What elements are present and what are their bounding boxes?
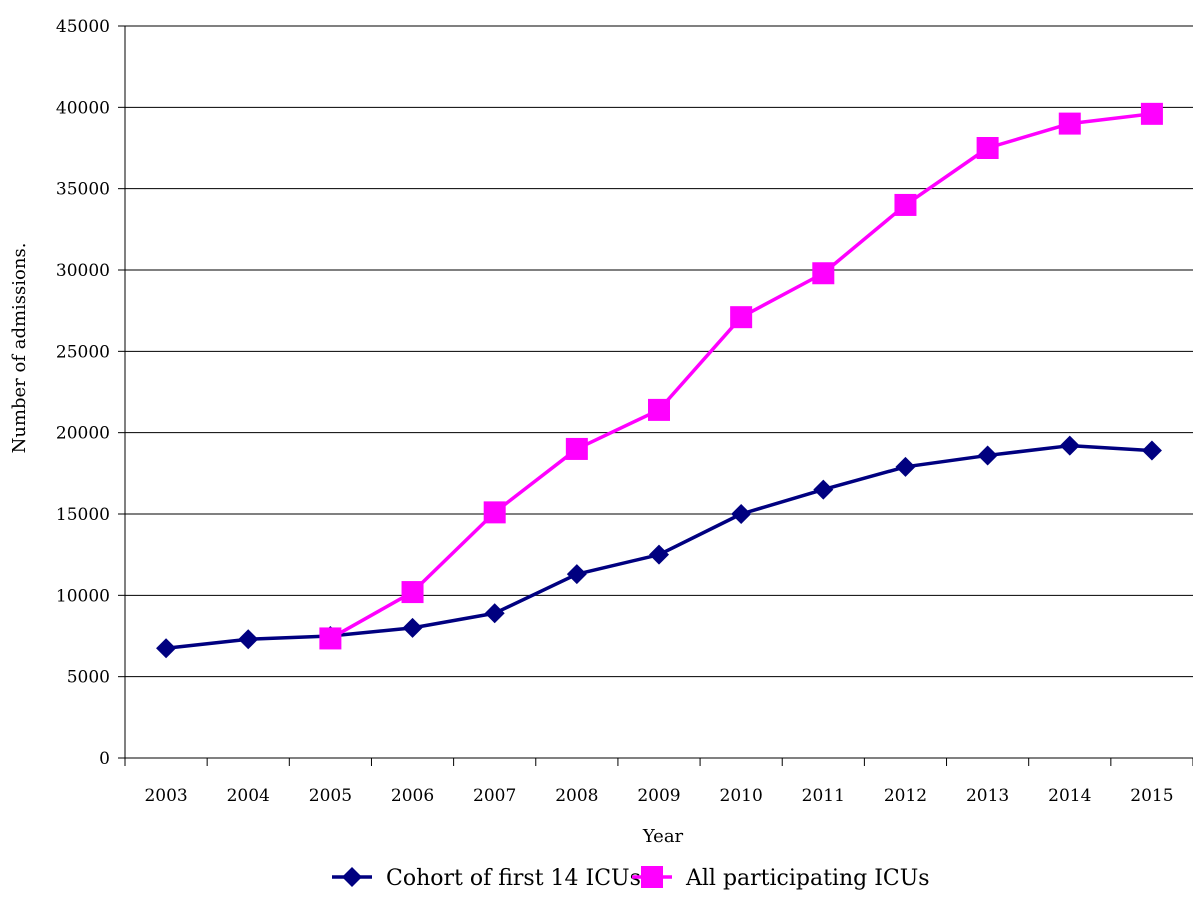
data-point [731, 504, 752, 524]
y-tick-label: 30000 [56, 261, 110, 281]
data-point [401, 581, 424, 604]
legend-label: Cohort of first 14 ICUs [386, 866, 641, 891]
x-tick-label: 2005 [309, 786, 352, 806]
grid-lines [125, 25, 1193, 678]
legend-marker [641, 866, 663, 888]
y-tick-label: 25000 [56, 342, 110, 362]
x-tick-label: 2010 [720, 786, 763, 806]
data-point [1141, 440, 1162, 461]
data-point [813, 479, 834, 500]
series-1 [156, 435, 1162, 659]
data-point [238, 629, 259, 650]
y-tick-label: 0 [99, 749, 110, 769]
data-point [730, 306, 753, 329]
data-point [895, 456, 916, 477]
y-tick-label: 5000 [67, 668, 110, 688]
data-point [566, 564, 587, 585]
data-point [484, 603, 505, 624]
data-point [1140, 102, 1163, 125]
x-tick-label: 2015 [1130, 786, 1173, 806]
x-tick-label: 2007 [473, 786, 516, 806]
legend-marker [342, 867, 362, 887]
data-point [402, 617, 423, 638]
legend-item: All participating ICUs [632, 866, 930, 891]
legend: Cohort of first 14 ICUs All participating… [332, 866, 930, 891]
y-tick-labels: 0 5000 10000 15000 20000 25000 30000 35000 40000… [56, 17, 110, 769]
x-tick-label: 2013 [966, 786, 1009, 806]
x-tick-labels: 2003 2004 2005 2006 2007 2008 2009 2010 2011 2012… [144, 786, 1173, 806]
series-group [156, 102, 1163, 659]
x-tick-label: 2009 [637, 786, 680, 806]
data-point [565, 437, 588, 460]
x-tick-label: 2011 [802, 786, 845, 806]
axes [118, 25, 1193, 766]
data-point [812, 262, 835, 285]
x-tick-label: 2004 [227, 786, 270, 806]
x-axis-label: Year [642, 826, 684, 847]
x-tick-label: 2012 [884, 786, 927, 806]
data-point [1059, 435, 1080, 456]
data-point [483, 501, 506, 524]
y-tick-label: 15000 [56, 505, 110, 525]
data-point [649, 544, 669, 565]
data-point [648, 398, 670, 421]
data-point [319, 627, 342, 650]
y-tick-label: 40000 [56, 98, 110, 118]
legend-item: Cohort of first 14 ICUs [332, 866, 641, 891]
legend-label: All participating ICUs [685, 866, 930, 891]
x-tick-label: 2008 [555, 786, 598, 806]
y-tick-label: 35000 [56, 180, 110, 200]
x-tick-label: 2003 [144, 786, 187, 806]
x-tick-label: 2006 [391, 786, 434, 806]
y-tick-label: 10000 [56, 586, 110, 606]
y-tick-label: 20000 [56, 424, 110, 444]
data-point [156, 638, 177, 659]
data-point [976, 137, 999, 159]
series-2 [319, 102, 1163, 650]
x-tick-label: 2014 [1048, 786, 1091, 806]
series-line [329, 112, 1153, 640]
data-point [1058, 112, 1081, 135]
data-point [977, 445, 998, 466]
y-tick-label: 45000 [56, 17, 110, 37]
data-point [894, 193, 917, 216]
y-axis-label: Number of admissions. [9, 243, 30, 454]
